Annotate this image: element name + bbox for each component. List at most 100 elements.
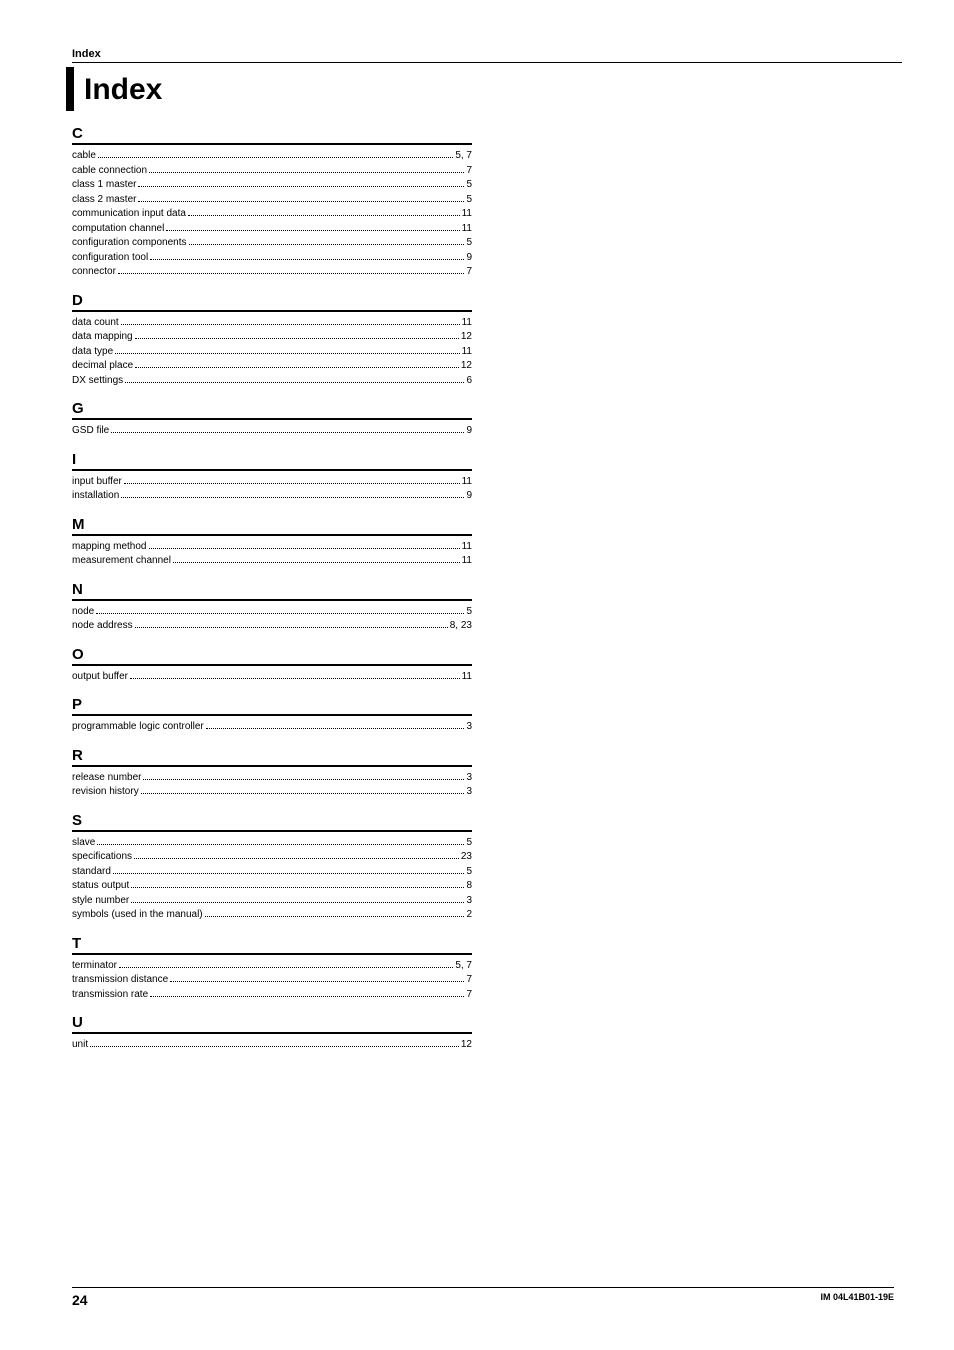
entry-pages: 11 [462,345,472,360]
dot-leader [205,916,465,917]
dot-leader [135,367,459,368]
dot-leader [115,353,459,354]
index-entry: cable connection7 [72,164,472,179]
entry-pages: 11 [462,540,472,555]
running-header: Index [72,48,902,63]
section-entries: slave5specifications23standard5status ou… [72,836,472,923]
entry-pages: 5 [466,605,472,620]
entry-term: input buffer [72,475,122,490]
dot-leader [125,382,464,383]
dot-leader [131,902,464,903]
index-entry: data type 11 [72,345,472,360]
entry-pages: 11 [462,554,472,569]
entry-term: mapping method [72,540,147,555]
section-entries: cable5, 7cable connection7class 1 master… [72,149,472,280]
entry-pages: 9 [466,251,472,266]
dot-leader [138,201,464,202]
entry-term: GSD file [72,424,109,439]
index-entry: unit12 [72,1038,472,1053]
index-entry: mapping method 11 [72,540,472,555]
dot-leader [135,338,459,339]
index-entry: configuration components5 [72,236,472,251]
entry-pages: 3 [466,785,472,800]
dot-leader [111,432,464,433]
index-entry: node address8, 23 [72,619,472,634]
entry-term: node [72,605,94,620]
index-entry: programmable logic controller 3 [72,720,472,735]
dot-leader [143,779,464,780]
index-entry: measurement channel11 [72,554,472,569]
entry-pages: 7 [466,988,472,1003]
index-entry: cable 5, 7 [72,149,472,164]
entry-term: style number [72,894,129,909]
index-entry: class 2 master5 [72,193,472,208]
index-entry: DX settings 6 [72,374,472,389]
index-entry: connector 7 [72,265,472,280]
entry-term: cable connection [72,164,147,179]
entry-term: decimal place [72,359,133,374]
section-head: C [72,125,472,144]
footer: 24 IM 04L41B01-19E [72,1287,894,1308]
dot-leader [138,186,464,187]
entry-pages: 7 [466,265,472,280]
entry-term: cable [72,149,96,164]
section-entries: terminator5, 7transmission distance7tran… [72,959,472,1003]
index-entry: computation channel 11 [72,222,472,237]
entry-pages: 3 [466,720,472,735]
index-entry: decimal place12 [72,359,472,374]
entry-pages: 9 [466,489,472,504]
entry-term: terminator [72,959,117,974]
dot-leader [150,259,464,260]
dot-leader [189,244,465,245]
section-head: N [72,581,472,600]
entry-pages: 8, 23 [450,619,472,634]
index-entry: specifications23 [72,850,472,865]
entry-pages: 12 [461,330,472,345]
entry-term: computation channel [72,222,164,237]
entry-term: programmable logic controller [72,720,204,735]
index-entry: installation9 [72,489,472,504]
section-head: R [72,747,472,766]
entry-term: data mapping [72,330,133,345]
index-entry: input buffer 11 [72,475,472,490]
entry-pages: 11 [462,670,472,685]
dot-leader [124,483,460,484]
entry-pages: 6 [466,374,472,389]
page-number: 24 [72,1292,88,1308]
entry-term: unit [72,1038,88,1053]
entry-pages: 11 [462,222,472,237]
section-head: M [72,516,472,535]
section-entries: data count11data mapping12data type11dec… [72,316,472,389]
entry-pages: 5, 7 [455,149,472,164]
index-entry: release number3 [72,771,472,786]
entry-pages: 5 [466,836,472,851]
section-head: U [72,1014,472,1033]
entry-term: connector [72,265,116,280]
index-entry: slave5 [72,836,472,851]
entry-term: DX settings [72,374,123,389]
section-entries: mapping method 11measurement channel11 [72,540,472,569]
entry-pages: 11 [462,475,472,490]
dot-leader [98,157,453,158]
entry-pages: 5 [466,236,472,251]
entry-pages: 3 [466,894,472,909]
index-entry: transmission rate7 [72,988,472,1003]
section-entries: programmable logic controller 3 [72,720,472,735]
entry-term: data type [72,345,113,360]
section-head: T [72,935,472,954]
index-entry: data mapping 12 [72,330,472,345]
entry-term: symbols (used in the manual) [72,908,203,923]
section-head: O [72,646,472,665]
index-entry: communication input data11 [72,207,472,222]
index-entry: transmission distance7 [72,973,472,988]
section-entries: input buffer 11installation9 [72,475,472,504]
entry-term: class 1 master [72,178,136,193]
entry-term: class 2 master [72,193,136,208]
dot-leader [113,873,465,874]
dot-leader [206,728,465,729]
dot-leader [149,548,460,549]
entry-term: revision history [72,785,139,800]
title-bar [66,67,74,111]
section-head: I [72,451,472,470]
dot-leader [149,172,464,173]
